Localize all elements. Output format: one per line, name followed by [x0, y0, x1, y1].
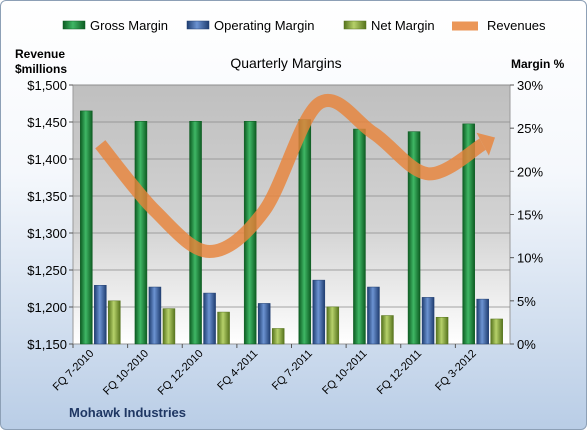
x-tick-label: FQ 10-2010 — [101, 348, 151, 398]
x-tick-label: FQ 7-2010 — [51, 348, 97, 394]
net-margin-bar — [271, 328, 285, 345]
gross-margin-bar — [462, 123, 475, 345]
left-tick-label: $1,500 — [27, 78, 67, 93]
gross-margin-bar — [134, 121, 148, 345]
gross-margin-bar — [407, 131, 421, 345]
gross-margin-bar — [80, 110, 93, 345]
legend-swatch-gross-margin — [62, 20, 86, 30]
right-axis-label: Margin % — [511, 57, 565, 71]
net-margin-bar — [381, 315, 394, 345]
left-tick-label: $1,150 — [27, 337, 67, 352]
operating-margin-bar — [257, 303, 271, 345]
legend: Gross Margin Operating Margin Net Margin… — [62, 18, 546, 33]
left-axis-label-line1: Revenue — [15, 47, 65, 61]
legend-gross-margin: Gross Margin — [90, 18, 168, 33]
net-margin-bar — [217, 311, 230, 345]
operating-margin-bar — [203, 292, 216, 345]
right-tick-label: 20% — [517, 164, 543, 179]
legend-swatch-operating-margin — [186, 20, 210, 30]
revenue-line — [95, 94, 487, 258]
right-tick-label: 30% — [517, 78, 543, 93]
left-tick-label: $1,250 — [27, 263, 67, 278]
bars-group — [80, 110, 503, 345]
x-tick-label: FQ 12-2010 — [156, 348, 206, 398]
gross-margin-bar — [189, 121, 202, 345]
revenue-line-group — [95, 94, 495, 258]
legend-swatch-net-margin — [343, 20, 367, 30]
x-tick-label: FQ 12-2011 — [375, 348, 424, 397]
gross-margin-bar — [298, 119, 312, 345]
legend-revenues: Revenues — [487, 18, 546, 33]
x-tick-label: FQ 7-2011 — [270, 348, 315, 393]
chart-title: Quarterly Margins — [230, 55, 341, 71]
legend-net-margin: Net Margin — [371, 18, 435, 33]
left-tick-label: $1,200 — [27, 300, 67, 315]
left-tick-label: $1,300 — [27, 226, 67, 241]
operating-margin-bar — [94, 285, 107, 345]
revenue-arrowhead — [476, 132, 495, 156]
left-axis-label-line2: $millions — [15, 62, 67, 76]
legend-operating-margin: Operating Margin — [214, 18, 314, 33]
x-tick-label: FQ 4-2011 — [215, 348, 260, 393]
net-margin-bar — [326, 306, 340, 345]
gross-margin-bar — [353, 128, 366, 345]
right-tick-label: 25% — [517, 121, 543, 136]
x-tick-label: FQ 10-2011 — [320, 348, 369, 397]
right-tick-label: 10% — [517, 251, 543, 266]
x-tick-label: FQ 3-2012 — [433, 348, 479, 394]
net-margin-bar — [162, 308, 176, 345]
operating-margin-bar — [148, 286, 162, 345]
left-tick-label: $1,400 — [27, 152, 67, 167]
net-margin-bar — [435, 316, 449, 345]
right-tick-label: 15% — [517, 208, 543, 223]
footer-company: Mohawk Industries — [69, 405, 186, 420]
right-tick-label: 0% — [517, 337, 536, 352]
net-margin-bar — [108, 300, 121, 345]
operating-margin-bar — [421, 297, 435, 345]
net-margin-bar — [490, 318, 503, 345]
left-tick-label: $1,350 — [27, 189, 67, 204]
right-tick-label: 5% — [517, 294, 536, 309]
operating-margin-bar — [476, 298, 489, 345]
operating-margin-bar — [312, 279, 326, 345]
operating-margin-bar — [367, 286, 380, 345]
left-tick-label: $1,450 — [27, 115, 67, 130]
